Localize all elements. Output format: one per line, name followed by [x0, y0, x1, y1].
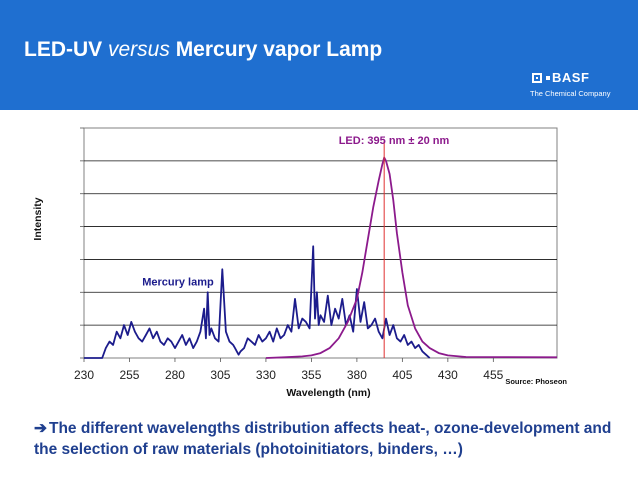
- spectrum-chart: 230 255 280 305 330 355 380 405 430 455 Wavelength…: [32, 127, 567, 399]
- plot-area: [83, 127, 558, 359]
- annotation-mercury: Mercury lamp: [142, 277, 214, 289]
- arrow-icon: ➔: [34, 420, 47, 437]
- conclusion-text: ➔ The different wavelengths distribution …: [34, 418, 614, 460]
- annotation-led: LED: 395 nm ± 20 nm: [339, 135, 450, 147]
- y-axis-label: Intensity: [32, 197, 44, 240]
- x-tick-label: 430: [438, 368, 458, 382]
- title-part2: Mercury vapor Lamp: [169, 38, 383, 61]
- x-tick-label: 305: [210, 368, 230, 382]
- x-axis-label: Wavelength (nm): [286, 387, 370, 399]
- x-tick-label: 280: [165, 368, 185, 382]
- basf-square-icon: [532, 73, 542, 83]
- series-line-led: [265, 156, 558, 359]
- x-tick-label: 380: [347, 368, 367, 382]
- x-tick-label: 455: [483, 368, 503, 382]
- source-note: Source: Phoseon: [505, 377, 567, 386]
- conclusion-body: The different wavelengths distribution a…: [34, 420, 612, 458]
- x-tick-label: 355: [301, 368, 321, 382]
- logo-brand: BASF: [552, 70, 590, 85]
- basf-dot-icon: [546, 76, 550, 80]
- slide-title: LED-UV versus Mercury vapor Lamp: [24, 38, 382, 62]
- x-tick-label: 405: [392, 368, 412, 382]
- title-bar: LED-UV versus Mercury vapor Lamp BASF Th…: [0, 0, 638, 110]
- series-line-mercury-lamp: [84, 245, 431, 359]
- x-tick-label: 230: [74, 368, 94, 382]
- logo-tagline: The Chemical Company: [530, 89, 611, 98]
- title-italic: versus: [108, 38, 170, 61]
- x-tick-label: 330: [256, 368, 276, 382]
- basf-logo: BASF The Chemical Company: [526, 67, 626, 107]
- x-tick-label: 255: [119, 368, 139, 382]
- title-part1: LED-UV: [24, 38, 108, 61]
